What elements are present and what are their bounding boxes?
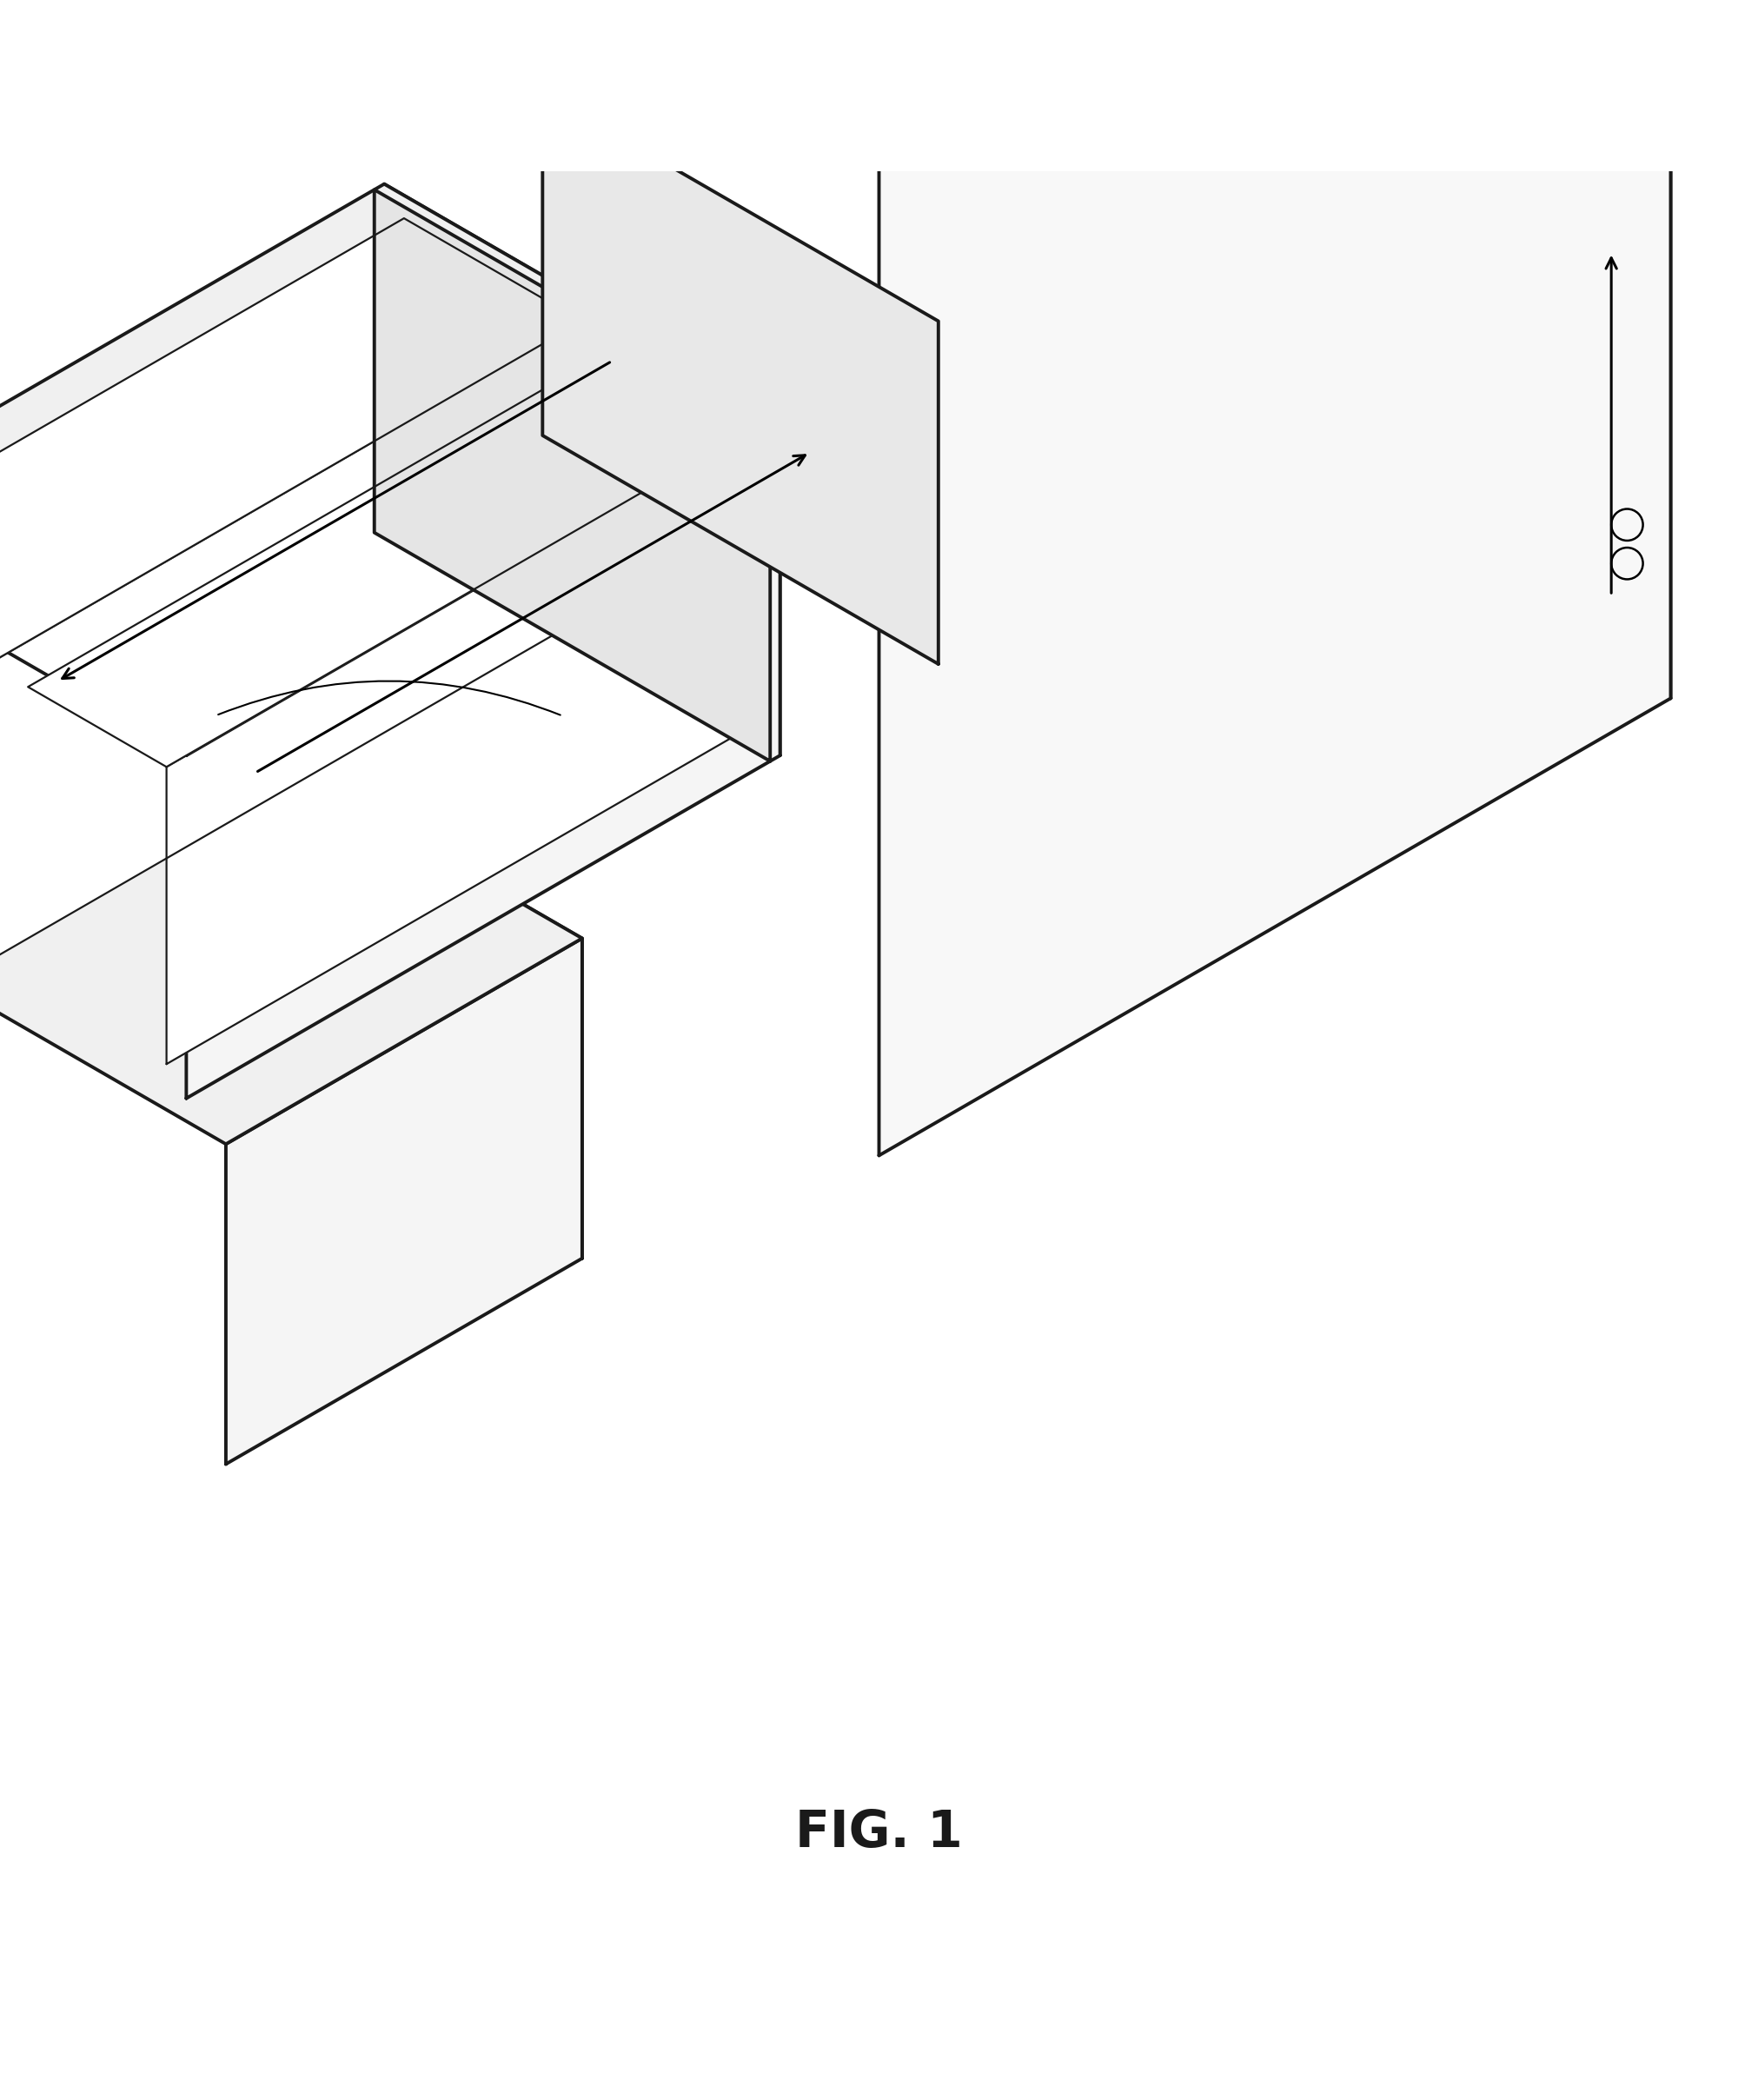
Polygon shape	[107, 664, 582, 1258]
Text: 104: 104	[1020, 785, 1090, 821]
Text: FIG. 1: FIG. 1	[795, 1808, 963, 1856]
Polygon shape	[0, 321, 582, 962]
Text: 102: 102	[105, 821, 176, 857]
Polygon shape	[186, 412, 781, 1098]
Polygon shape	[186, 0, 1670, 59]
Polygon shape	[543, 92, 939, 664]
Polygon shape	[0, 185, 781, 756]
Polygon shape	[186, 0, 1670, 126]
Polygon shape	[0, 218, 582, 664]
Polygon shape	[977, 0, 1670, 699]
Text: 108: 108	[1512, 328, 1582, 365]
Polygon shape	[404, 218, 582, 617]
Text: 100: 100	[352, 311, 422, 347]
Polygon shape	[622, 344, 759, 720]
Polygon shape	[167, 424, 759, 1065]
Polygon shape	[385, 185, 781, 756]
Polygon shape	[28, 344, 759, 766]
Polygon shape	[879, 0, 1670, 126]
Polygon shape	[0, 664, 582, 1145]
Text: 106: 106	[527, 697, 598, 735]
Polygon shape	[374, 189, 770, 760]
Polygon shape	[879, 0, 1670, 1155]
Polygon shape	[225, 939, 582, 1464]
